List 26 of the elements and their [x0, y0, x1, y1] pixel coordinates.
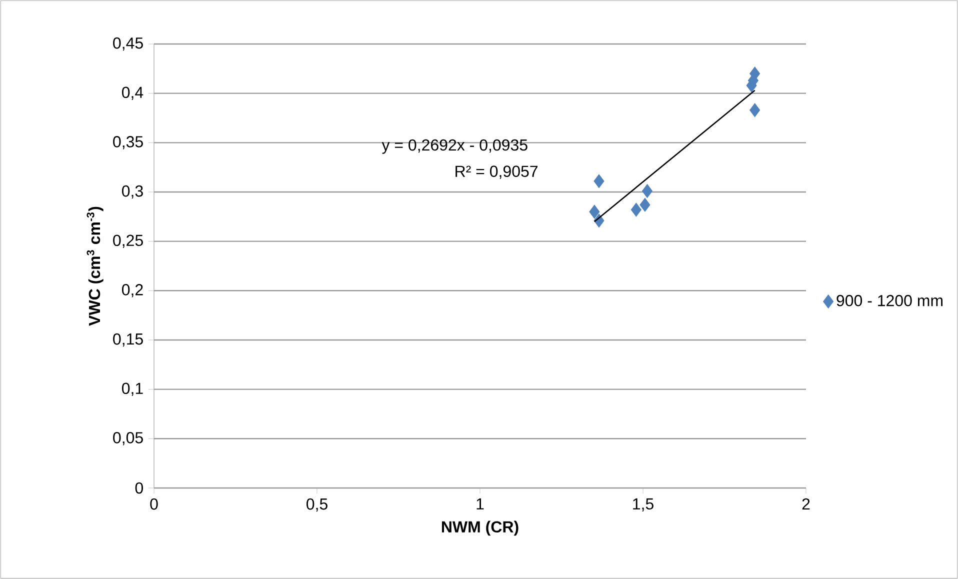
x-tick-label: 1: [476, 498, 484, 510]
x-axis-title: NWM (CR): [442, 520, 518, 536]
annotation: y = 0,2692x - 0,0935: [382, 139, 528, 154]
y-axis-title: VWC (cm$^{3}$ cm$^{-3}$): [86, 206, 104, 326]
x-tick-label: 0: [150, 498, 158, 510]
x-tick-label: 0,5: [306, 498, 328, 512]
point: [750, 103, 760, 118]
point: [630, 202, 642, 217]
x-tick-label: 2: [802, 498, 810, 510]
annotation: R² = 0,9057: [456, 166, 538, 179]
y-tick-label: 0,1: [122, 382, 143, 396]
legend-label: 900 - 1200 mm: [836, 294, 942, 306]
y-tick-label: 0,3: [122, 185, 143, 199]
y-tick-label: 0,2: [122, 284, 143, 298]
y-tick-label: 0,35: [113, 136, 143, 150]
point: [642, 184, 653, 198]
x-tick-label: 1,5: [633, 498, 654, 512]
y-tick-label: 0,45: [113, 37, 143, 51]
y-tick-label: 0: [135, 482, 143, 494]
point: [640, 198, 650, 212]
y-tick-label: 0,15: [113, 333, 143, 347]
point: [589, 204, 600, 219]
y-tick-label: 0,25: [113, 234, 143, 248]
point: [594, 174, 604, 188]
y-tick-label: 0,05: [113, 432, 143, 446]
y-tick-label: 0,4: [122, 86, 144, 100]
